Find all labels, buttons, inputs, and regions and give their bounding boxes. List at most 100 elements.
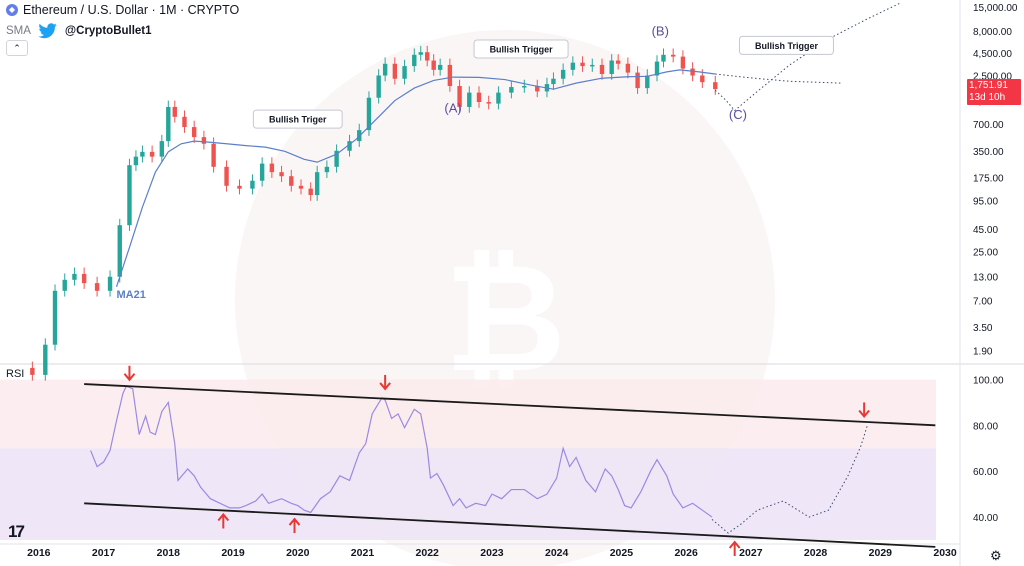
price-axis-tick-label: 350.00 — [973, 147, 1004, 158]
candle-body — [418, 52, 423, 55]
candle-body — [81, 273, 87, 284]
rsi-axis-tick-label: 100.00 — [973, 375, 1004, 386]
candle-body — [476, 92, 482, 103]
candle-body — [133, 156, 139, 166]
candle-body — [334, 150, 339, 167]
up-arrow-icon — [288, 517, 301, 534]
candle-body — [347, 141, 352, 151]
callout-label: Bullish Trigger — [490, 45, 554, 55]
twitter-bird-icon — [38, 23, 57, 39]
rsi-axis-tick-label: 80.00 — [973, 421, 998, 432]
symbol-header[interactable]: ◆ Ethereum / U.S. Dollar · 1M · CRYPTO — [6, 3, 239, 17]
candle-body — [250, 180, 255, 189]
candle-body — [700, 75, 705, 83]
candle-body — [366, 97, 372, 131]
candle-body — [609, 60, 614, 75]
time-axis-tick-label: 2028 — [804, 547, 828, 559]
rsi-axis-tick-label: 40.00 — [973, 513, 998, 524]
time-axis-tick-label: 2025 — [610, 547, 634, 559]
price-axis-tick-label: 45.00 — [973, 225, 998, 236]
price-axis-tick-label: 25.00 — [973, 248, 998, 259]
time-axis-tick-label: 2019 — [221, 547, 245, 559]
gear-icon[interactable]: ⚙ — [990, 548, 1002, 563]
candle-body — [535, 86, 540, 92]
candle-body — [615, 60, 621, 64]
ethereum-logo-icon: ◆ — [6, 4, 18, 16]
callout-box — [738, 35, 834, 55]
candle-body — [447, 64, 453, 87]
candle-body — [62, 279, 67, 291]
callout-label: Bullish Triger — [269, 115, 327, 125]
wave-label: (C) — [729, 107, 747, 122]
wave-label: (A) — [444, 101, 461, 116]
candle-body — [376, 75, 381, 98]
candle-body — [107, 276, 113, 291]
down-arrow-icon — [858, 402, 870, 419]
candle-body — [580, 62, 585, 67]
candle-body — [298, 185, 304, 189]
candle-body — [211, 143, 216, 167]
symbol-title: Ethereum / U.S. Dollar · 1M · CRYPTO — [23, 3, 240, 17]
candle-body — [159, 141, 165, 157]
candle-body — [551, 78, 556, 85]
time-axis-tick-label: 2018 — [157, 547, 181, 559]
rsi-overbought-band — [0, 379, 936, 449]
candle-body — [94, 283, 100, 291]
time-axis-tick-label: 2026 — [674, 547, 698, 559]
candle-body — [182, 116, 187, 128]
candle-body — [560, 69, 566, 79]
candle-body — [680, 56, 686, 69]
candle-body — [269, 163, 275, 173]
candle-body — [172, 106, 177, 117]
bitcoin-watermark-icon: ₿ — [444, 232, 566, 406]
candle-body — [670, 54, 676, 57]
candle-body — [308, 188, 313, 196]
candle-body — [412, 54, 417, 67]
candle-body — [149, 151, 155, 157]
ma21-line — [115, 69, 716, 287]
up-arrow-icon — [217, 512, 230, 529]
sma-legend-row: SMA @CryptoBullet1 — [6, 23, 152, 39]
candle-body — [117, 225, 122, 277]
candle-body — [382, 63, 388, 76]
price-axis-tick-label: 7.00 — [973, 296, 993, 307]
candle-body — [30, 367, 35, 375]
candle-body — [431, 60, 436, 70]
candle-body — [570, 62, 576, 70]
candle-body — [259, 163, 265, 181]
price-axis-tick-label: 13.00 — [973, 273, 998, 284]
candle-body — [486, 102, 491, 104]
time-axis-tick-label: 2027 — [739, 547, 763, 559]
price-axis-tick-label: 175.00 — [973, 173, 1004, 184]
candle-body — [437, 64, 443, 70]
price-axis-tick-label: 95.00 — [973, 197, 998, 208]
tradingview-logo-icon[interactable]: 17 — [8, 522, 25, 541]
candle-body — [713, 82, 718, 90]
candle-body — [127, 165, 132, 226]
candle-body — [425, 52, 430, 61]
candle-body — [654, 61, 660, 76]
candle-body — [402, 66, 407, 79]
time-axis-tick-label: 2029 — [869, 547, 893, 559]
candle-body — [166, 106, 171, 142]
callout-box — [252, 109, 343, 129]
callout-label: Bullish Trigger — [755, 41, 819, 51]
down-arrow-icon — [379, 374, 391, 391]
time-axis-tick-label: 2020 — [286, 547, 310, 559]
candle-body — [43, 344, 48, 375]
candle-body — [279, 172, 284, 177]
candle-body — [52, 290, 58, 345]
sma-label[interactable]: SMA — [6, 25, 31, 37]
rsi-projection-path — [711, 425, 868, 534]
candle-body — [314, 172, 320, 196]
candle-body — [324, 166, 330, 173]
price-axis-tick-label: 700.00 — [973, 120, 1004, 131]
last-price-tag: 1,751.91 13d 10h — [967, 79, 1021, 105]
collapse-legend-button[interactable]: ⌃ — [6, 40, 28, 56]
ma21-label: MA21 — [117, 289, 146, 301]
price-axis-tick-label: 2,500.00 — [973, 72, 1012, 83]
time-axis-tick-label: 2030 — [933, 547, 957, 559]
candle-body — [140, 151, 145, 157]
time-axis-tick-label: 2022 — [416, 547, 440, 559]
last-price-value: 1,751.91 — [969, 80, 1008, 91]
